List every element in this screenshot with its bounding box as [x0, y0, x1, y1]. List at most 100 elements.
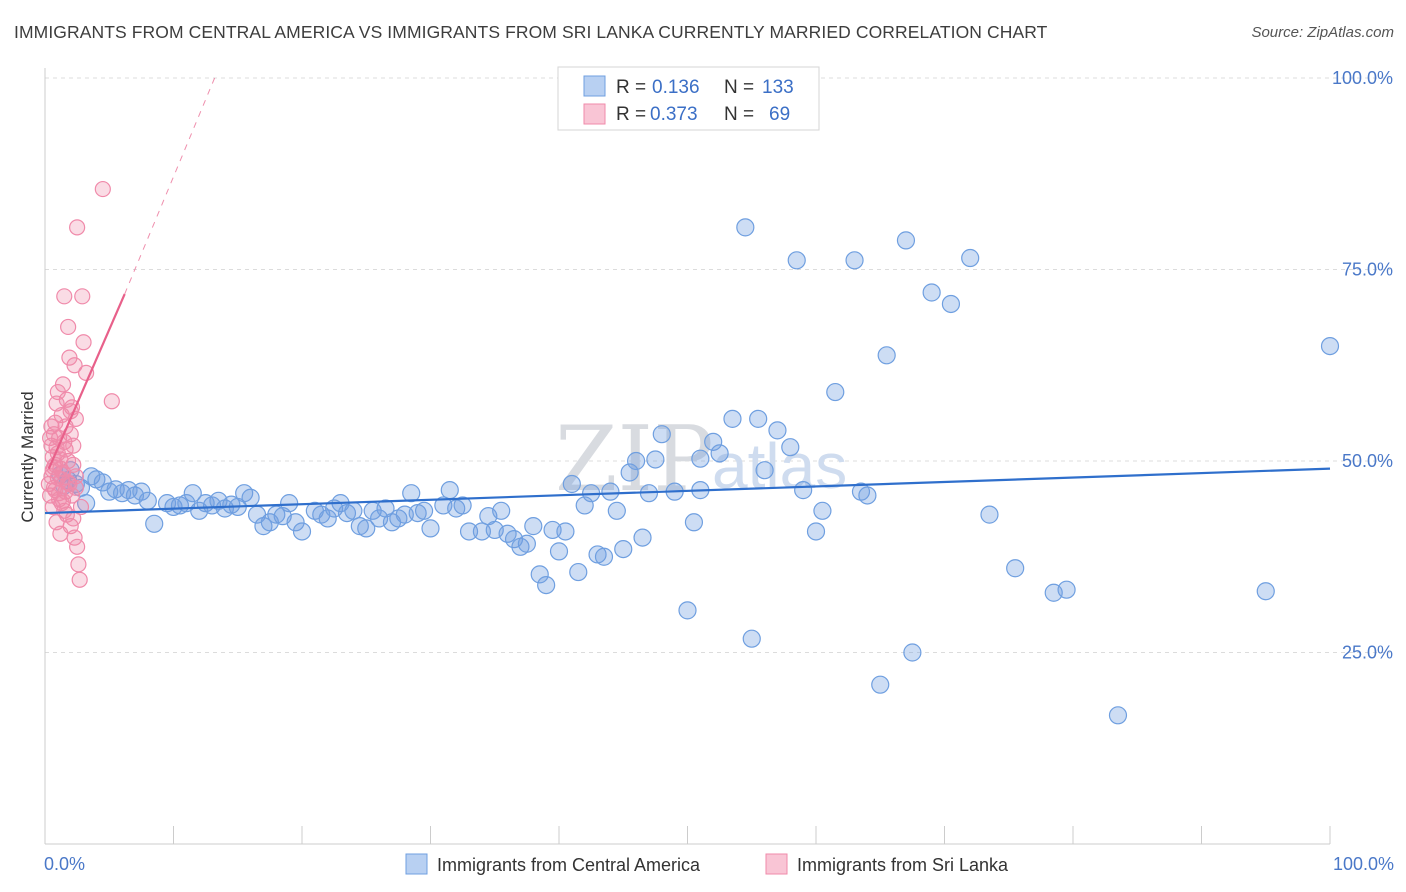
- point-sri-lanka-68: [56, 502, 73, 519]
- point-central-america-38: [286, 513, 305, 532]
- point-sri-lanka-36: [65, 437, 82, 454]
- point-central-america-62: [453, 496, 472, 515]
- point-central-america-22: [183, 484, 202, 503]
- point-central-america-122: [1006, 559, 1025, 578]
- point-central-america-58: [421, 519, 440, 538]
- x-tick-labels: 0.0% 100.0%: [44, 854, 1394, 874]
- point-central-america-17: [145, 514, 164, 533]
- point-central-america-46: [344, 501, 363, 520]
- series-legend-label-sri-lanka: Immigrants from Sri Lanka: [797, 855, 1009, 875]
- point-central-america-91: [646, 450, 665, 469]
- stats-legend-r-label-1: R =: [616, 77, 646, 98]
- series-legend: Immigrants from Central America Immigran…: [405, 853, 1009, 875]
- point-central-america-101: [742, 629, 761, 648]
- point-sri-lanka-51: [103, 393, 120, 410]
- point-central-america-126: [1256, 582, 1275, 601]
- point-central-america-55: [402, 484, 421, 503]
- point-central-america-127: [1320, 337, 1340, 356]
- point-sri-lanka-35: [63, 487, 81, 504]
- point-sri-lanka-28: [60, 318, 77, 336]
- point-central-america-92: [652, 425, 671, 444]
- stats-legend-r-value-1: 0.136: [652, 77, 700, 98]
- stats-legend-r-label-2: R =: [616, 104, 646, 125]
- point-central-america-106: [787, 251, 806, 270]
- x-tick-label-left: 0.0%: [44, 854, 85, 874]
- point-sri-lanka-42: [69, 219, 86, 236]
- point-central-america-108: [806, 522, 826, 541]
- point-central-america-87: [620, 463, 639, 482]
- point-central-america-97: [704, 432, 723, 451]
- point-central-america-60: [440, 481, 459, 500]
- point-central-america-100: [736, 218, 755, 237]
- point-sri-lanka-48: [75, 334, 92, 351]
- point-central-america-118: [922, 283, 941, 302]
- point-central-america-79: [569, 562, 588, 582]
- stats-legend-n-label-2: N =: [724, 104, 754, 125]
- point-central-america-120: [961, 248, 980, 268]
- point-central-america-74: [537, 575, 556, 595]
- point-central-america-85: [607, 501, 626, 520]
- point-sri-lanka-55: [49, 383, 66, 401]
- point-sri-lanka-63: [43, 418, 60, 435]
- stats-legend-swatch-sri-lanka: [583, 103, 606, 125]
- series-legend-swatch-sri-lanka: [765, 853, 788, 875]
- point-central-america-31: [241, 488, 260, 507]
- point-central-america-78: [562, 474, 581, 494]
- point-central-america-104: [768, 421, 787, 440]
- point-sri-lanka-38: [66, 357, 83, 374]
- point-central-america-98: [710, 444, 729, 463]
- point-central-america-116: [896, 231, 916, 250]
- point-sri-lanka-39: [66, 529, 83, 546]
- point-central-america-95: [684, 513, 704, 532]
- grid-lines: [45, 77, 1390, 653]
- source-credit: Source: ZipAtlas.com: [1251, 24, 1394, 41]
- point-central-america-83: [594, 547, 614, 566]
- point-central-america-30: [235, 484, 254, 503]
- chart-title: IMMIGRANTS FROM CENTRAL AMERICA VS IMMIG…: [14, 22, 1048, 42]
- trend-lines: [44, 77, 1331, 515]
- stats-legend: R = 0.136 N = 133 R = 0.373 N = 69: [557, 66, 820, 131]
- point-sri-lanka-44: [70, 556, 87, 573]
- point-sri-lanka-52: [42, 429, 59, 447]
- point-central-america-88: [626, 451, 646, 471]
- point-sri-lanka-47: [74, 288, 91, 305]
- x-tick-label-right: 100.0%: [1333, 854, 1394, 874]
- point-central-america-72: [524, 517, 543, 536]
- point-sri-lanka-43: [69, 538, 86, 555]
- point-sri-lanka-66: [51, 485, 68, 502]
- point-sri-lanka-45: [71, 571, 88, 588]
- point-central-america-128: [691, 449, 710, 468]
- point-central-america-111: [845, 251, 864, 270]
- point-central-america-107: [794, 481, 813, 500]
- point-sri-lanka-67: [53, 471, 70, 488]
- y-tick-label-3: 100.0%: [1332, 68, 1393, 88]
- series-sri-lanka-points: [40, 180, 120, 588]
- trend-line-sri-lanka-extension: [124, 77, 216, 295]
- trend-line-sri-lanka: [47, 293, 126, 470]
- stats-legend-n-value-1: 133: [762, 77, 794, 98]
- point-central-america-125: [1108, 706, 1128, 725]
- point-central-america-77: [556, 522, 575, 541]
- point-central-america-84: [601, 482, 620, 501]
- series-central-america-points: [51, 218, 1340, 725]
- point-central-america-109: [813, 501, 832, 520]
- y-tick-label-0: 25.0%: [1342, 643, 1393, 663]
- point-central-america-57: [414, 501, 434, 520]
- point-central-america-103: [755, 461, 774, 480]
- point-central-america-71: [517, 534, 536, 553]
- point-central-america-110: [826, 382, 845, 402]
- point-central-america-42: [318, 509, 337, 528]
- point-central-america-48: [357, 519, 376, 538]
- y-tick-label-2: 75.0%: [1342, 260, 1393, 280]
- point-central-america-119: [941, 294, 961, 314]
- point-central-america-76: [549, 542, 569, 561]
- stats-legend-r-value-2: 0.373: [650, 104, 698, 125]
- y-tick-labels: 25.0% 50.0% 75.0% 100.0%: [1332, 68, 1393, 663]
- trend-line-central-america: [44, 467, 1331, 515]
- series-legend-label-central-america: Immigrants from Central America: [437, 855, 701, 875]
- point-central-america-63: [459, 522, 479, 541]
- stats-legend-n-label-1: N =: [724, 77, 754, 98]
- series-points: [40, 180, 1340, 725]
- point-central-america-115: [877, 346, 896, 365]
